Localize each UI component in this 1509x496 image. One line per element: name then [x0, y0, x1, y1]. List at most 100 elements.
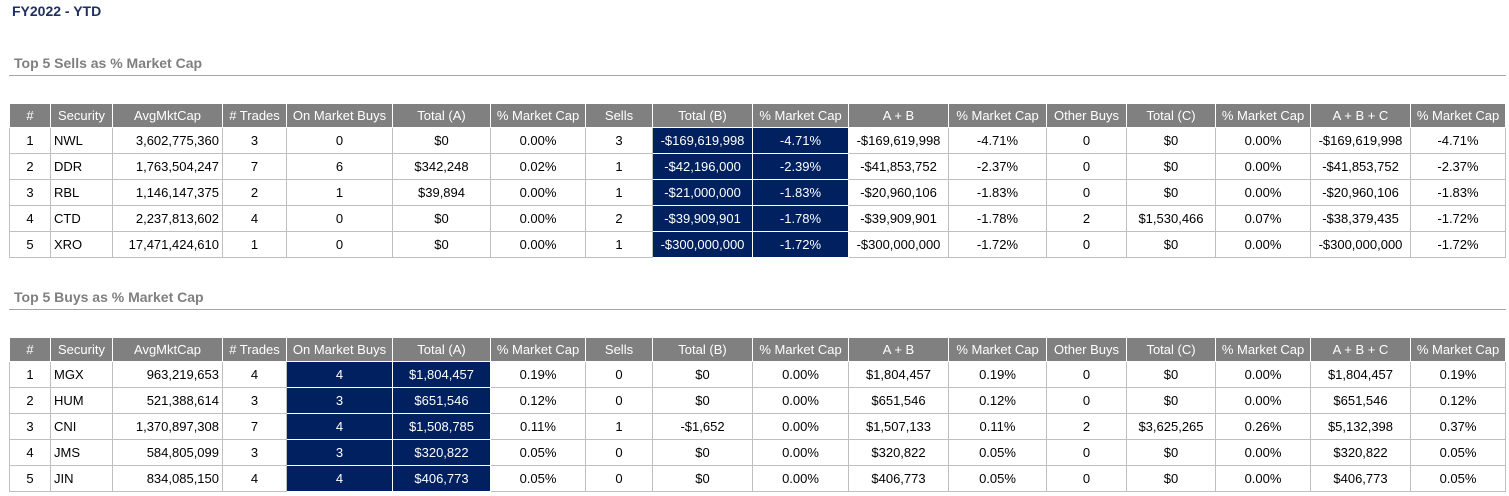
column-header: % Market Cap [752, 103, 849, 128]
section-title: Top 5 Sells as % Market Cap [14, 55, 203, 71]
table-cell: $0 [392, 205, 491, 232]
column-header: A + B + C [1310, 337, 1411, 362]
table-cell: -1.72% [948, 231, 1047, 258]
table-cell: $651,546 [848, 387, 949, 414]
column-header: % Market Cap [490, 337, 586, 362]
table-cell: $651,546 [1310, 387, 1411, 414]
table-cell: 963,219,653 [112, 361, 223, 388]
table-cell: 4 [286, 465, 393, 492]
table-cell: 0.37% [1410, 413, 1506, 440]
table-cell: -1.72% [1410, 231, 1506, 258]
table-cell: CNI [50, 413, 113, 440]
table-cell: 3 [585, 127, 653, 154]
table-cell: 584,805,099 [112, 439, 223, 466]
table-cell: 0.00% [752, 361, 849, 388]
column-header: On Market Buys [286, 337, 393, 362]
table-cell: -$169,619,998 [848, 127, 949, 154]
table-cell: 0.12% [490, 387, 586, 414]
column-header: Security [50, 337, 113, 362]
table-cell: 4 [222, 465, 287, 492]
table-cell: 0.19% [490, 361, 586, 388]
table-cell: 3 [222, 127, 287, 154]
table-cell: 0.00% [490, 127, 586, 154]
table-cell: -$20,960,106 [1310, 179, 1411, 206]
column-header: Sells [585, 103, 653, 128]
column-header: AvgMktCap [112, 337, 223, 362]
column-header: Total (C) [1126, 103, 1216, 128]
table-row: 5 XRO 17,471,424,610 1 0 $0 0.00% 1 -$300,000,00… [9, 231, 1506, 258]
table-cell: $0 [1126, 361, 1216, 388]
table-cell: 1 [585, 179, 653, 206]
table-cell: 0.00% [1215, 439, 1311, 466]
table-cell: 0 [1046, 361, 1127, 388]
table-cell: -$39,909,901 [848, 205, 949, 232]
table-cell: 0.00% [490, 179, 586, 206]
table-cell: $320,822 [848, 439, 949, 466]
data-table: # Security AvgMktCap # Trades On Market Buys… [9, 337, 1506, 492]
table-cell: 0.05% [1410, 439, 1506, 466]
table-cell: -$1,652 [652, 413, 753, 440]
table-cell: -$38,379,435 [1310, 205, 1411, 232]
section-rule [9, 75, 1506, 76]
table-cell: 4 [222, 361, 287, 388]
table-cell: $320,822 [392, 439, 491, 466]
table-cell: 5 [9, 465, 51, 492]
table-cell: 0 [1046, 439, 1127, 466]
table-cell: 0 [286, 127, 393, 154]
column-header: A + B + C [1310, 103, 1411, 128]
table-cell: 0.12% [948, 387, 1047, 414]
table-cell: 4 [286, 413, 393, 440]
table-cell: 0 [1046, 231, 1127, 258]
table-row: 1 MGX 963,219,653 4 4 $1,804,457 0.19% 0 $0 0.00%… [9, 361, 1506, 388]
table-cell: JMS [50, 439, 113, 466]
column-header: A + B [848, 337, 949, 362]
table-cell: 0 [585, 439, 653, 466]
table-cell: 4 [9, 439, 51, 466]
table-cell: 0.00% [1215, 179, 1311, 206]
table-row: 1 NWL 3,602,775,360 3 0 $0 0.00% 3 -$169,619,998… [9, 127, 1506, 154]
table-cell: -2.37% [948, 153, 1047, 180]
column-header: Other Buys [1046, 337, 1127, 362]
table-row: 2 HUM 521,388,614 3 3 $651,546 0.12% 0 $0 0.00% $6… [9, 387, 1506, 414]
column-header: % Market Cap [1410, 103, 1506, 128]
data-table: # Security AvgMktCap # Trades On Market Buys… [9, 103, 1506, 258]
column-header: % Market Cap [490, 103, 586, 128]
table-cell: 1 [286, 179, 393, 206]
table-row: 3 CNI 1,370,897,308 7 4 $1,508,785 0.11% 1 -$1,6… [9, 413, 1506, 440]
table-cell: -$41,853,752 [1310, 153, 1411, 180]
table-cell: $0 [392, 127, 491, 154]
table-row: 2 DDR 1,763,504,247 7 6 $342,248 0.02% 1 -$42,19… [9, 153, 1506, 180]
table-cell: -1.72% [1410, 205, 1506, 232]
table-cell: $1,804,457 [848, 361, 949, 388]
table-cell: 7 [222, 413, 287, 440]
table-cell: 1,370,897,308 [112, 413, 223, 440]
table-cell: 3 [222, 439, 287, 466]
table-cell: $0 [1126, 387, 1216, 414]
table-cell: $651,546 [392, 387, 491, 414]
table-cell: 834,085,150 [112, 465, 223, 492]
table-cell: 4 [286, 361, 393, 388]
table-cell: -$169,619,998 [652, 127, 753, 154]
table-cell: 0.00% [1215, 153, 1311, 180]
table-cell: 3 [222, 387, 287, 414]
column-header: # Trades [222, 103, 287, 128]
table-cell: $0 [652, 387, 753, 414]
table-cell: $1,804,457 [392, 361, 491, 388]
table-cell: 0.00% [1215, 465, 1311, 492]
table-cell: $406,773 [848, 465, 949, 492]
table-cell: -$20,960,106 [848, 179, 949, 206]
column-header: Total (A) [392, 103, 491, 128]
table-cell: -1.72% [752, 231, 849, 258]
table-cell: 5 [9, 231, 51, 258]
table-cell: $1,508,785 [392, 413, 491, 440]
table-cell: 1 [9, 127, 51, 154]
table-cell: 0.07% [1215, 205, 1311, 232]
header-row: # Security AvgMktCap # Trades On Market Buys… [9, 103, 1506, 128]
table-cell: -4.71% [948, 127, 1047, 154]
table-cell: 3 [9, 179, 51, 206]
table-cell: 0.02% [490, 153, 586, 180]
column-header: % Market Cap [1215, 103, 1311, 128]
column-header: # [9, 103, 51, 128]
table-cell: 17,471,424,610 [112, 231, 223, 258]
table-cell: -4.71% [752, 127, 849, 154]
